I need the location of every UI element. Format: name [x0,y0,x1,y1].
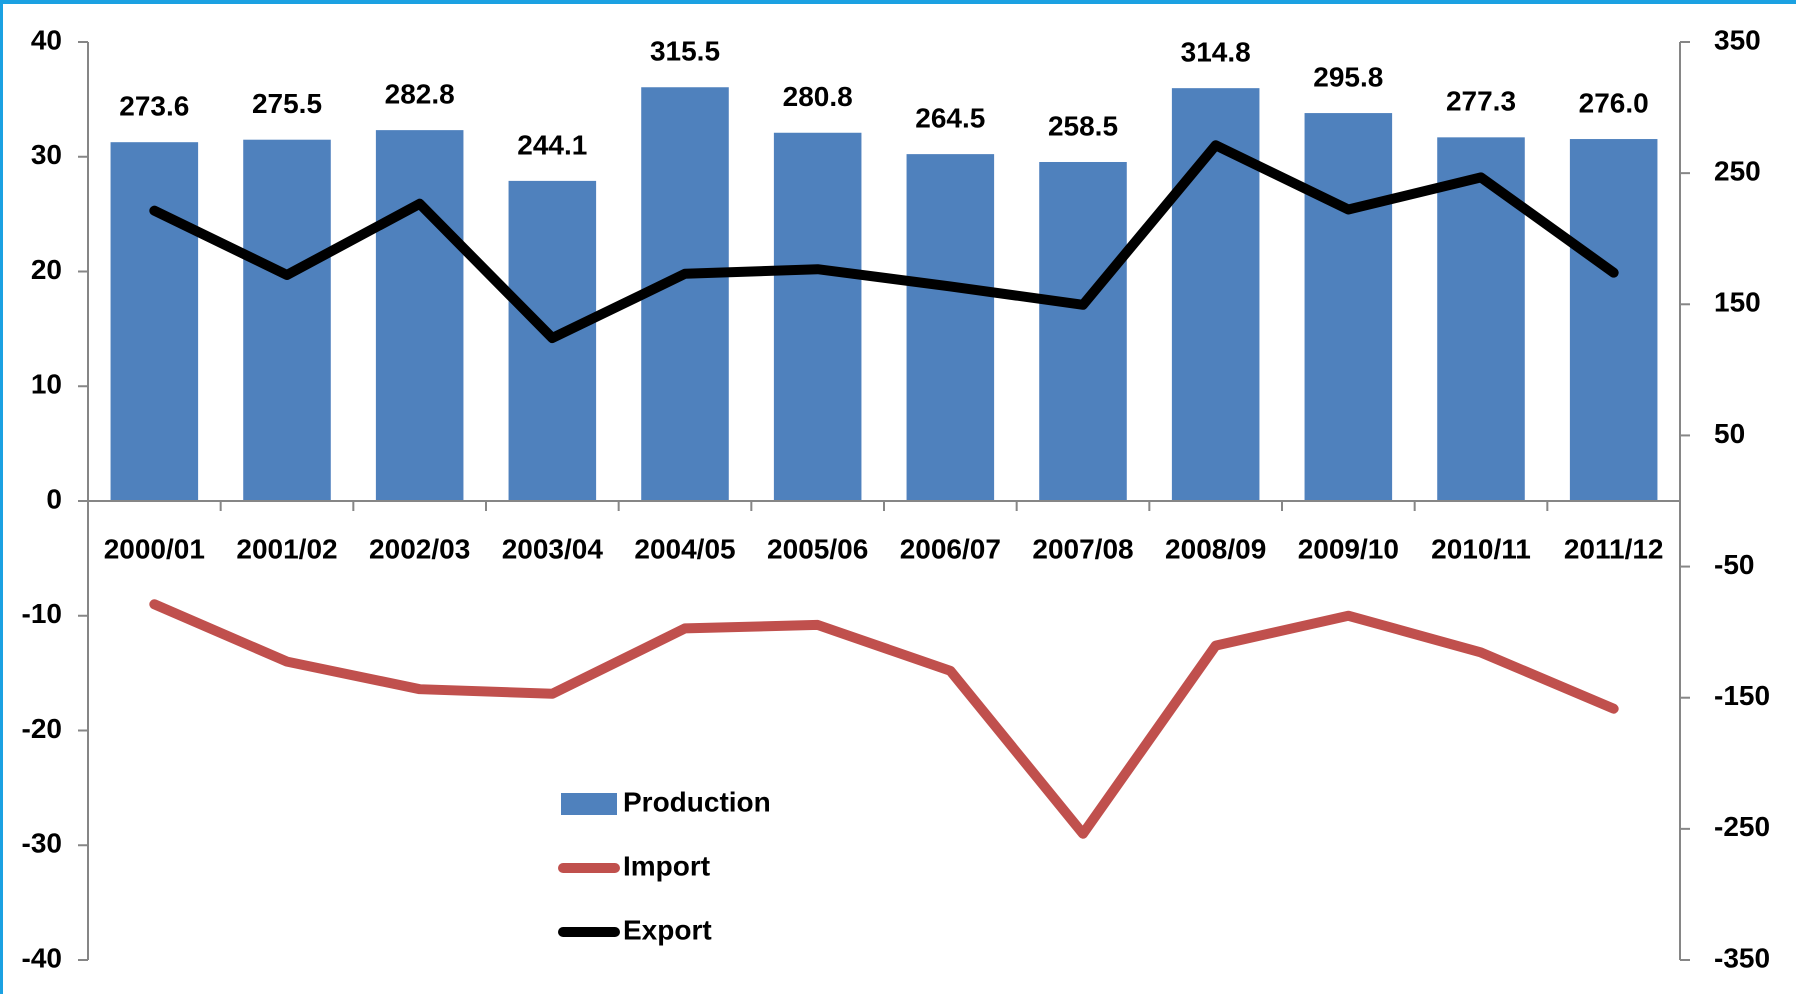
x-tick-label: 2005/06 [767,533,868,564]
y-tick-label: -10 [22,598,62,629]
bar [1304,113,1393,501]
data-label: 295.8 [1313,61,1383,92]
x-tick-label: 2002/03 [369,533,470,564]
data-label: 282.8 [385,79,455,110]
y-tick-label: -20 [22,713,62,744]
data-label: 276.0 [1579,87,1649,118]
y2-tick-label: -250 [1714,811,1770,842]
y2-tick-label: 150 [1714,287,1761,318]
y2-tick-label: -350 [1714,942,1770,973]
line-series [149,599,1619,839]
y-tick-label: -30 [22,828,62,859]
data-label: 273.6 [119,91,189,122]
bar [641,87,729,501]
bar [375,130,464,502]
bar [773,132,862,501]
x-tick-label: 2001/02 [236,533,337,564]
bar [1437,137,1525,501]
y2-tick-label: 350 [1714,24,1761,55]
bar [906,154,995,501]
y2-tick-label: 50 [1714,418,1745,449]
data-label: 244.1 [517,129,587,160]
legend-swatch [561,793,617,815]
x-tick-label: 2008/09 [1165,533,1266,564]
y-tick-label: -40 [22,942,62,973]
legend-label: Production [623,786,771,817]
y2-tick-label: -50 [1714,549,1754,580]
x-tick-label: 2004/05 [634,533,735,564]
y-tick-label: 20 [31,254,62,285]
x-tick-label: 2011/12 [1564,533,1664,564]
frame-left [0,0,3,994]
data-label: 258.5 [1048,110,1118,141]
data-label: 275.5 [252,88,322,119]
data-label: 315.5 [650,36,720,67]
y2-tick-label: 250 [1714,156,1761,187]
legend-label: Import [623,850,710,881]
y-tick-label: 10 [31,369,62,400]
frame-top [0,0,1796,4]
y-tick-label: 40 [31,24,62,55]
data-label: 314.8 [1181,37,1251,68]
y-tick-label: 30 [31,139,62,170]
legend-label: Export [623,914,712,945]
data-label: 264.5 [915,103,985,134]
x-tick-label: 2003/04 [502,533,604,564]
x-tick-label: 2010/11 [1431,533,1531,564]
bar [1039,161,1127,501]
data-label: 277.3 [1446,86,1516,117]
y2-tick-label: -150 [1714,680,1770,711]
y-tick-label: 0 [46,483,62,514]
line-series [149,140,1619,344]
data-label: 280.8 [783,81,853,112]
bar [1569,139,1658,501]
x-tick-label: 2009/10 [1298,533,1399,564]
x-tick-label: 2000/01 [104,533,205,564]
bar [110,142,199,501]
bar [243,139,331,502]
x-tick-label: 2006/07 [900,533,1001,564]
x-tick-label: 2007/08 [1032,533,1133,564]
